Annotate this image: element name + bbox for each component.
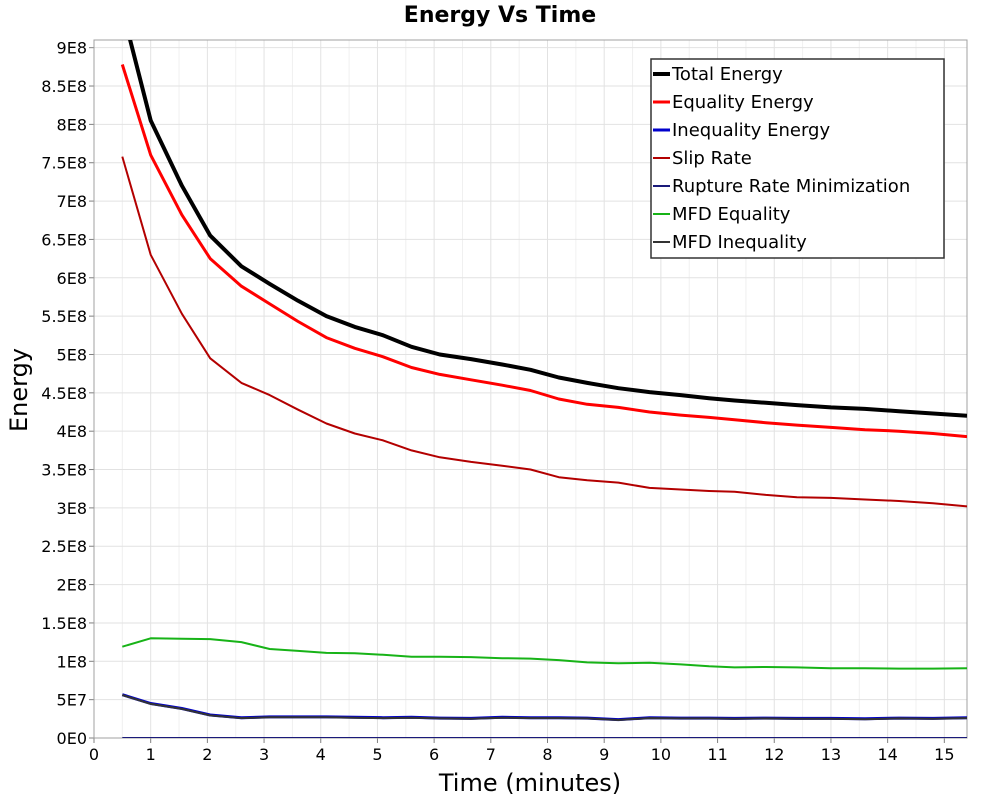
- y-tick-label: 8E8: [57, 115, 87, 134]
- x-tick-label: 0: [89, 745, 99, 764]
- y-tick-label: 7.5E8: [41, 154, 87, 173]
- y-tick-label: 8.5E8: [41, 77, 87, 96]
- x-tick-label: 11: [707, 745, 727, 764]
- x-tick-label: 12: [764, 745, 784, 764]
- y-tick-label: 2.5E8: [41, 537, 87, 556]
- y-tick-label: 4E8: [57, 422, 87, 441]
- series-lines: [120, 40, 967, 738]
- chart-title: Energy Vs Time: [404, 3, 596, 28]
- y-tick-label: 5E7: [57, 691, 87, 710]
- legend-label: MFD Equality: [672, 204, 791, 225]
- y-tick-label: 6E8: [57, 269, 87, 288]
- y-tick-label: 3.5E8: [41, 461, 87, 480]
- series-line-mfd-equality: [122, 637, 967, 670]
- x-tick-label: 8: [542, 745, 552, 764]
- series-line-slip-rate: [121, 156, 967, 508]
- x-tick-label: 9: [599, 745, 609, 764]
- legend-label: Inequality Energy: [672, 120, 830, 141]
- series-line-total-energy: [128, 40, 967, 418]
- x-axis-label: Time (minutes): [438, 769, 621, 797]
- y-tick-label: 7E8: [57, 192, 87, 211]
- legend-label: Total Energy: [671, 64, 783, 85]
- x-tick-label: 13: [821, 745, 841, 764]
- y-tick-label: 5.5E8: [41, 307, 87, 326]
- y-tick-label: 5E8: [57, 345, 87, 364]
- y-tick-label: 0E0: [57, 729, 87, 748]
- y-tick-label: 4.5E8: [41, 384, 87, 403]
- legend-label: Equality Energy: [672, 92, 814, 113]
- x-tick-label: 14: [877, 745, 897, 764]
- x-tick-label: 6: [429, 745, 439, 764]
- x-tick-label: 2: [202, 745, 212, 764]
- legend-label: Slip Rate: [672, 148, 752, 169]
- axes: 0 1 2 3 4 5 6 7 8 9 10 11 12 13 14 150E05E71E81.5E82E82…: [41, 39, 968, 764]
- y-tick-label: 2E8: [57, 576, 87, 595]
- y-tick-label: 3E8: [57, 499, 87, 518]
- x-tick-label: 4: [316, 745, 326, 764]
- legend-label: Rupture Rate Minimization: [672, 176, 910, 197]
- y-tick-label: 1.5E8: [41, 614, 87, 633]
- x-tick-label: 5: [372, 745, 382, 764]
- series-line-equality-energy: [120, 64, 967, 439]
- x-tick-label: 3: [259, 745, 269, 764]
- x-tick-label: 15: [934, 745, 954, 764]
- legend-box: [650, 58, 945, 259]
- x-tick-label: 1: [146, 745, 156, 764]
- series-line-mfd-inequality: [122, 694, 967, 721]
- x-tick-label: 7: [486, 745, 496, 764]
- legend-label: MFD Inequality: [672, 232, 807, 253]
- y-tick-label: 9E8: [57, 39, 87, 58]
- legend: Total Energy Equality Energy Inequality En…: [650, 58, 945, 259]
- y-axis-label: Energy: [5, 348, 33, 432]
- y-tick-label: 6.5E8: [41, 230, 87, 249]
- x-tick-label: 10: [651, 745, 671, 764]
- y-tick-label: 1E8: [57, 652, 87, 671]
